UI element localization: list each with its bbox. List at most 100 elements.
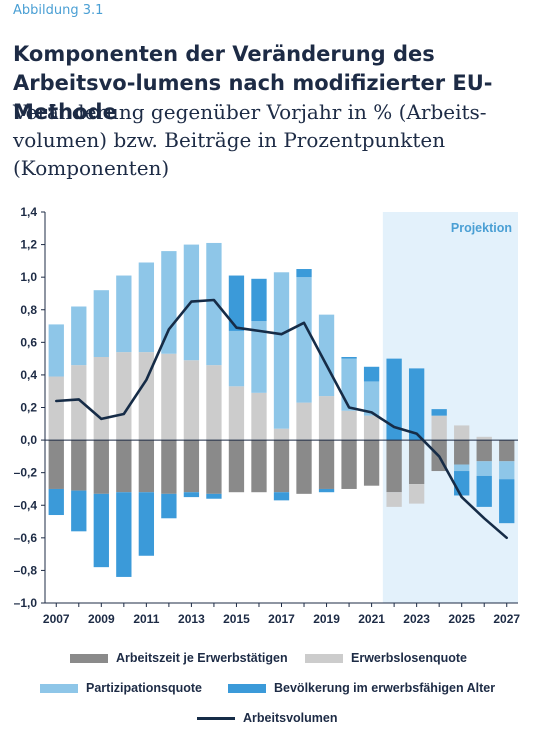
bar-erwerbslosenquote-2009 [93, 356, 109, 441]
bar-erwerbslosenquote-2026 [476, 436, 492, 441]
bar-bevoelkerung-2013 [183, 492, 200, 498]
bar-arbeitszeit-2013 [183, 440, 200, 493]
bar-bevoelkerung-2026 [476, 475, 492, 507]
legend-item-erwerbslosenquote: Erwerbslosenquote [305, 651, 467, 665]
y-tick-label: –0,2 [14, 466, 38, 480]
figure-label: Abbildung 3.1 [13, 3, 104, 18]
y-tick-label: 1,4 [20, 205, 37, 219]
bar-bevoelkerung-2023 [408, 368, 425, 441]
bar-bevoelkerung-2015 [228, 275, 245, 331]
x-tick-label: 2027 [493, 612, 520, 626]
bar-bevoelkerung-2021 [363, 366, 380, 382]
bar-arbeitszeit-2009 [93, 440, 109, 494]
bar-erwerbslosenquote-2025 [454, 425, 470, 441]
legend-item-arbeitszeit: Arbeitszeit je Erwerbstätigen [70, 651, 288, 665]
bar-bevoelkerung-2019 [318, 488, 335, 493]
x-tick-label: 2011 [133, 612, 159, 626]
bar-erwerbslosenquote-2021 [363, 415, 380, 441]
bar-bevoelkerung-2020 [341, 356, 357, 359]
bar-partizipation-2017 [273, 272, 290, 429]
chart-subtitle: Veränderung gegenüber Vorjahr in % (Arbe… [13, 100, 487, 180]
legend-item-arbeitsvolumen: Arbeitsvolumen [197, 711, 337, 725]
bar-erwerbslosenquote-2017 [273, 428, 290, 441]
bar-erwerbslosenquote-2024 [431, 415, 447, 441]
line-arbeitsvolumen [54, 298, 509, 540]
bar-bevoelkerung-2016 [251, 278, 267, 322]
bar-erwerbslosenquote-2018 [296, 402, 312, 441]
chart: Projektion –1,0 –0,8 –0,6 –0,4 –0,2 0,0 0,2 0,4 0… [14, 205, 521, 626]
legend-label-partizipation: Partizipationsquote [86, 681, 202, 695]
legend-label-erwerbslosenquote: Erwerbslosenquote [351, 651, 467, 665]
bar-partizipation-2025 [454, 464, 470, 472]
bar-partizipation-2012 [161, 251, 177, 354]
bar-arbeitszeit-2027 [499, 440, 515, 462]
bar-erwerbslosenquote-2015 [228, 386, 245, 441]
bar-partizipation-2007 [48, 324, 64, 377]
bar-arbeitszeit-2025 [454, 440, 470, 465]
legend-item-partizipation: Partizipationsquote [40, 681, 202, 695]
bar-bevoelkerung-2025 [454, 471, 470, 496]
chart-title: Komponenten der Veränderung des Arbeitsv… [13, 42, 493, 124]
y-tick-label: 0,0 [20, 433, 37, 447]
bar-bevoelkerung-2010 [116, 492, 132, 577]
y-tick-label: 0,6 [20, 335, 37, 349]
bar-erwerbslosenquote-2022 [386, 492, 402, 507]
bar-erwerbslosenquote-2016 [251, 392, 267, 441]
bar-bevoelkerung-2017 [273, 492, 290, 501]
legend-item-bevoelkerung: Bevölkerung im erwerbsfähigen Alter [228, 681, 495, 695]
bar-arbeitszeit-2021 [363, 440, 380, 486]
legend-swatch-partizipation [40, 683, 78, 693]
bar-bevoelkerung-2011 [138, 492, 155, 556]
x-tick-label: 2009 [88, 612, 115, 626]
legend-swatch-arbeitszeit [70, 653, 108, 663]
bar-arbeitszeit-2022 [386, 440, 402, 493]
y-tick-label: 0,2 [20, 401, 37, 415]
bar-erwerbslosenquote-2013 [183, 360, 200, 441]
y-tick-label: –1,0 [14, 596, 38, 610]
bar-partizipation-2026 [476, 461, 492, 476]
legend-swatch-arbeitsvolumen [197, 716, 235, 720]
bar-partizipation-2016 [251, 321, 267, 393]
bar-partizipation-2020 [341, 358, 357, 411]
bar-bevoelkerung-2008 [71, 490, 87, 532]
legend: Arbeitszeit je Erwerbstätigen Erwerbslos… [0, 648, 536, 738]
bar-bevoelkerung-2014 [206, 493, 222, 499]
y-tick-label: 0,4 [20, 368, 37, 382]
bar-partizipation-2014 [206, 242, 222, 366]
bar-arbeitszeit-2023 [408, 440, 425, 485]
x-tick-label: 2017 [268, 612, 295, 626]
bar-bevoelkerung-2024 [431, 409, 447, 416]
y-tick-label: –0,4 [14, 498, 38, 512]
bar-partizipation-2010 [116, 275, 132, 353]
bar-erwerbslosenquote-2023 [408, 484, 425, 504]
x-tick-label: 2007 [43, 612, 70, 626]
bar-partizipation-2008 [71, 306, 87, 366]
bar-partizipation-2027 [499, 461, 515, 480]
bar-arbeitszeit-2020 [341, 440, 357, 489]
bar-partizipation-2015 [228, 330, 245, 387]
bar-bevoelkerung-2012 [161, 493, 177, 519]
bar-partizipation-2018 [296, 277, 312, 403]
bar-arbeitszeit-2018 [296, 440, 312, 494]
bar-erwerbslosenquote-2007 [48, 376, 64, 441]
x-tick-label: 2025 [448, 612, 475, 626]
bar-erwerbslosenquote-2008 [71, 365, 87, 441]
bar-erwerbslosenquote-2019 [318, 396, 335, 441]
bar-bevoelkerung-2027 [499, 479, 515, 524]
bar-bevoelkerung-2007 [48, 488, 64, 516]
bar-arbeitszeit-2012 [161, 440, 177, 494]
bar-erwerbslosenquote-2012 [161, 353, 177, 441]
y-tick-label: –0,6 [14, 531, 38, 545]
bar-partizipation-2019 [318, 314, 335, 397]
y-tick-label: 1,2 [20, 238, 37, 252]
projection-band [382, 212, 518, 603]
bar-partizipation-2021 [363, 381, 380, 416]
bar-erwerbslosenquote-2014 [206, 365, 222, 441]
projection-label: Projektion [451, 221, 512, 235]
x-tick-label: 2023 [403, 612, 430, 626]
bar-arbeitszeit-2019 [318, 440, 335, 489]
x-tick-label: 2019 [313, 612, 340, 626]
bar-arbeitszeit-2010 [116, 440, 132, 493]
bar-arbeitszeit-2011 [138, 440, 155, 493]
x-tick-label: 2021 [358, 612, 385, 626]
